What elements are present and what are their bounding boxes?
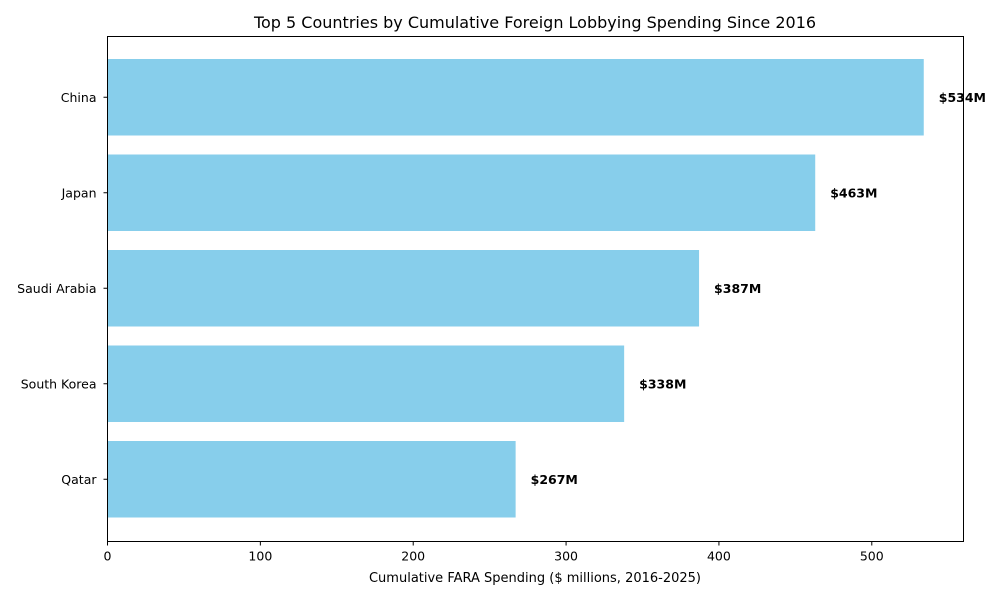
x-tick-label: 200 — [401, 549, 425, 564]
x-tick-label: 500 — [860, 549, 884, 564]
data-label: $463M — [830, 185, 877, 200]
bar-south-korea — [107, 345, 625, 422]
data-label: $267M — [531, 472, 578, 487]
data-label: $387M — [714, 281, 761, 296]
data-label: $534M — [939, 90, 986, 105]
y-axis: China Japan Saudi Arabia South Korea Qatar — [17, 90, 108, 487]
y-tick-label: Japan — [61, 185, 97, 200]
x-tick-label: 100 — [248, 549, 272, 564]
bar-japan — [107, 154, 816, 231]
data-label: $338M — [639, 376, 686, 391]
y-tick-label: Saudi Arabia — [17, 281, 96, 296]
x-axis-label: Cumulative FARA Spending ($ millions, 20… — [369, 571, 701, 586]
y-tick-label: South Korea — [21, 376, 97, 391]
bar-qatar — [107, 441, 516, 518]
bar-china — [107, 59, 924, 136]
x-tick-label: 0 — [104, 549, 112, 564]
bar-saudi-arabia — [107, 250, 700, 327]
x-tick-label: 300 — [554, 549, 578, 564]
x-tick-label: 400 — [707, 549, 731, 564]
y-tick-label: Qatar — [61, 472, 97, 487]
plot-frame — [107, 36, 964, 542]
bars-layer: $534M $463M $387M $338M $267M — [107, 59, 986, 518]
y-tick-label: China — [61, 90, 97, 105]
chart-title: Top 5 Countries by Cumulative Foreign Lo… — [253, 13, 816, 32]
x-axis: 0 100 200 300 400 500 — [104, 541, 884, 564]
